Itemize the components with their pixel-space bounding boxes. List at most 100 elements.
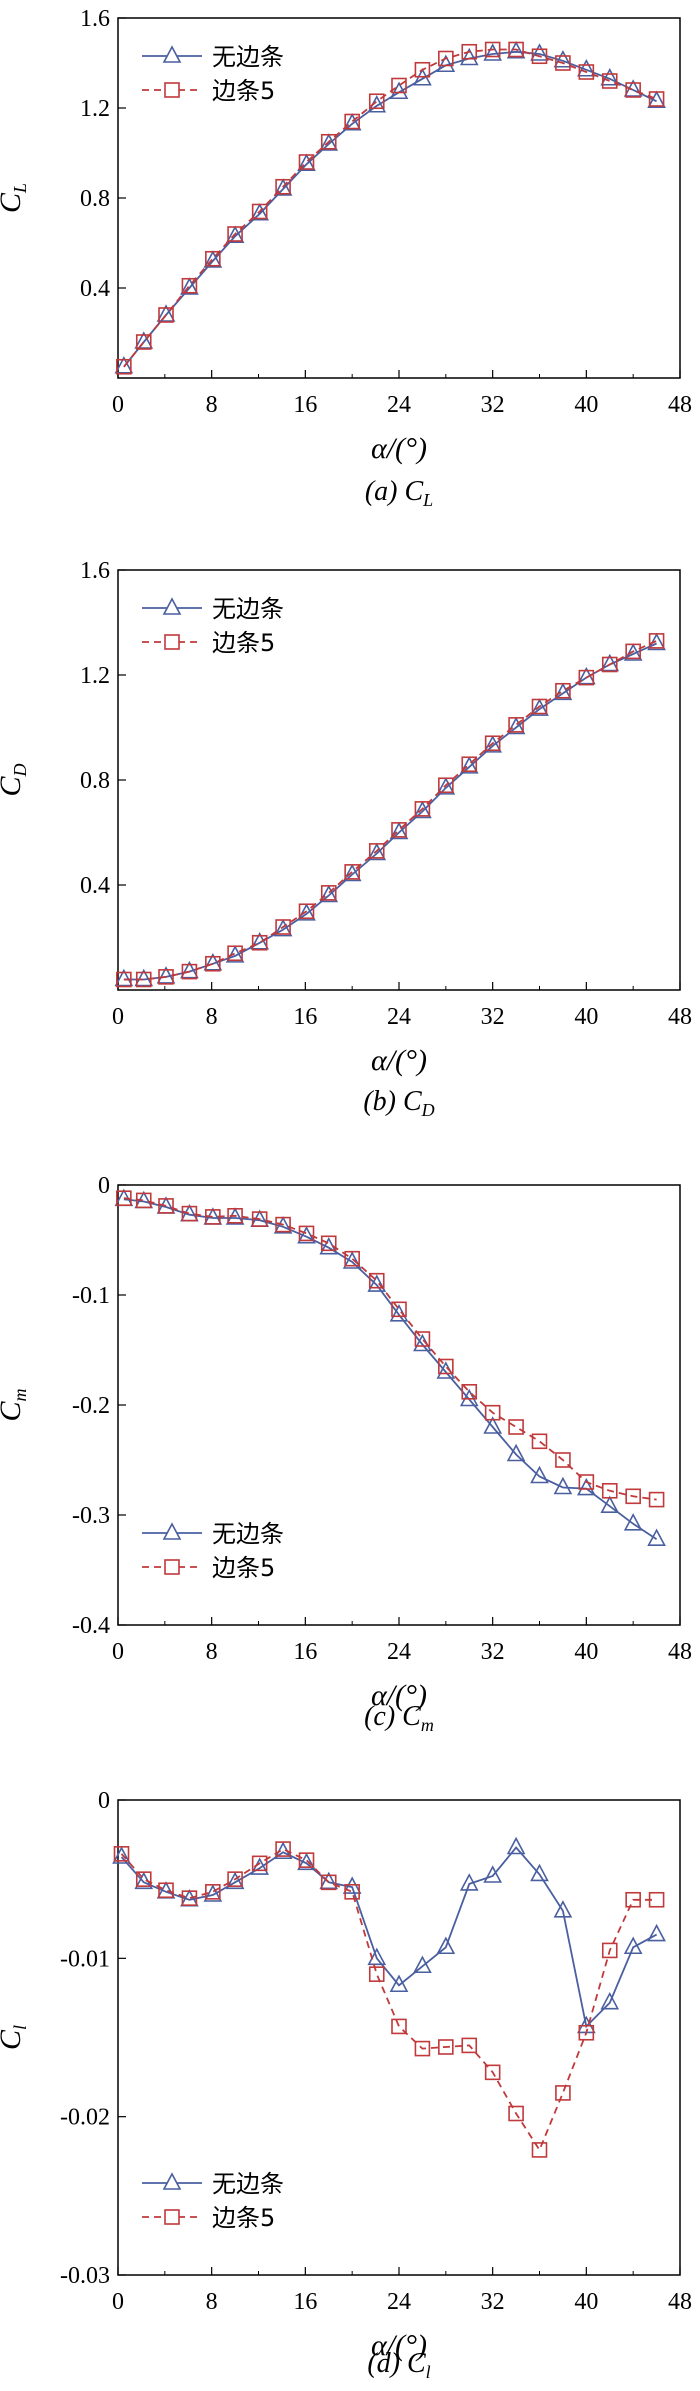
data-point — [116, 971, 132, 988]
data-point — [227, 1871, 243, 1887]
y-axis-label: Cl — [0, 2025, 30, 2050]
data-point — [506, 1836, 526, 1855]
data-point — [251, 1855, 268, 1872]
data-point — [297, 1852, 316, 1871]
data-point — [578, 2024, 595, 2041]
x-tick-label: 32 — [481, 1004, 505, 1030]
plot-frame — [117, 1799, 681, 2276]
x-tick-label: 8 — [206, 2289, 218, 2315]
data-point — [459, 756, 479, 774]
x-tick-label: 32 — [481, 392, 505, 418]
data-point — [530, 43, 549, 61]
data-point — [320, 133, 337, 150]
data-point — [555, 1452, 571, 1468]
data-point — [530, 698, 549, 716]
data-point — [389, 1974, 409, 1993]
data-point — [368, 1272, 385, 1289]
chart-3: 0 8 16 24 32 40 48 -0.4 -0.3 -0.2 -0.1 0 Cm α/(°)(c) … — [0, 1173, 692, 1735]
x-tick-label: 40 — [574, 392, 598, 418]
data-point — [368, 93, 385, 110]
data-point — [298, 1225, 315, 1242]
x-tick-label: 48 — [668, 392, 692, 418]
x-tick-label: 16 — [293, 1639, 317, 1665]
data-point — [647, 1923, 666, 1942]
data-point — [508, 717, 524, 733]
data-point — [116, 358, 132, 375]
chart-caption: (d) Cl — [367, 2348, 430, 2382]
data-point — [298, 903, 315, 920]
y-tick-label: 0.8 — [80, 186, 110, 212]
y-tick-label: 1.6 — [80, 558, 110, 584]
y-tick-label: 1.2 — [80, 663, 110, 689]
x-tick-label: 16 — [293, 392, 317, 418]
data-point — [135, 1871, 152, 1887]
data-point — [275, 1841, 291, 1857]
chart-2: 0 8 16 24 32 40 48 0.4 0.8 1.2 1.6 CD α/(°) (b) CD 无边条… — [0, 558, 692, 1120]
data-point — [225, 1871, 245, 1890]
data-point — [320, 1874, 337, 1891]
data-point — [342, 1251, 362, 1269]
data-point — [484, 735, 501, 752]
data-point — [297, 153, 316, 172]
y-tick-label: -0.2 — [72, 1393, 110, 1419]
data-point — [134, 331, 154, 349]
x-tick-label: 8 — [206, 1004, 218, 1030]
legend-marker — [162, 597, 182, 615]
data-point — [436, 1936, 456, 1955]
data-point — [273, 178, 293, 196]
data-point — [438, 1358, 454, 1375]
series-line — [123, 640, 657, 981]
data-point — [112, 1846, 131, 1864]
y-tick-label: 1.6 — [80, 6, 110, 32]
x-tick-label: 24 — [387, 392, 411, 418]
data-point — [158, 307, 174, 323]
data-point — [461, 1384, 478, 1400]
data-point — [600, 653, 620, 672]
data-point — [344, 864, 360, 880]
data-point — [203, 250, 223, 268]
legend-entry: 边条5 — [142, 77, 275, 105]
data-point — [459, 1388, 479, 1407]
data-point — [601, 656, 618, 673]
y-axis-label: CD — [0, 763, 30, 796]
data-point — [578, 64, 595, 80]
series-line — [120, 1848, 657, 2152]
data-point — [625, 643, 641, 660]
data-point — [648, 1491, 665, 1508]
x-tick-label: 0 — [112, 1004, 124, 1030]
data-point — [413, 800, 432, 819]
data-point — [368, 1966, 385, 1982]
data-point — [531, 2142, 548, 2158]
data-point — [250, 203, 270, 221]
data-point — [483, 1416, 502, 1434]
plot-frame — [117, 1184, 681, 1626]
data-point — [298, 1852, 315, 1868]
y-tick-label: 1.2 — [80, 96, 110, 122]
data-point — [623, 1936, 643, 1955]
legend-marker — [164, 82, 180, 98]
chart-caption: (b) CD — [363, 1086, 434, 1120]
y-tick-label: -0.02 — [60, 2105, 110, 2131]
data-point — [320, 1235, 337, 1252]
y-tick-label: -0.3 — [72, 1503, 110, 1529]
legend-marker — [162, 1522, 182, 1540]
x-tick-label: 48 — [668, 1004, 692, 1030]
data-point — [483, 735, 502, 753]
data-point — [553, 1476, 573, 1495]
legend-entry: 无边条 — [142, 595, 284, 623]
data-point — [413, 1955, 432, 1974]
data-point — [180, 277, 199, 295]
x-tick-label: 8 — [206, 1639, 218, 1665]
data-point — [555, 2085, 571, 2101]
data-point — [648, 633, 665, 649]
data-point — [180, 960, 199, 979]
data-point — [623, 1513, 643, 1531]
data-point — [251, 203, 268, 220]
data-point — [506, 1443, 526, 1462]
data-point — [367, 1274, 387, 1292]
data-point — [319, 133, 339, 151]
data-point — [275, 919, 291, 935]
data-point — [116, 1190, 132, 1206]
data-point — [601, 1942, 618, 1959]
